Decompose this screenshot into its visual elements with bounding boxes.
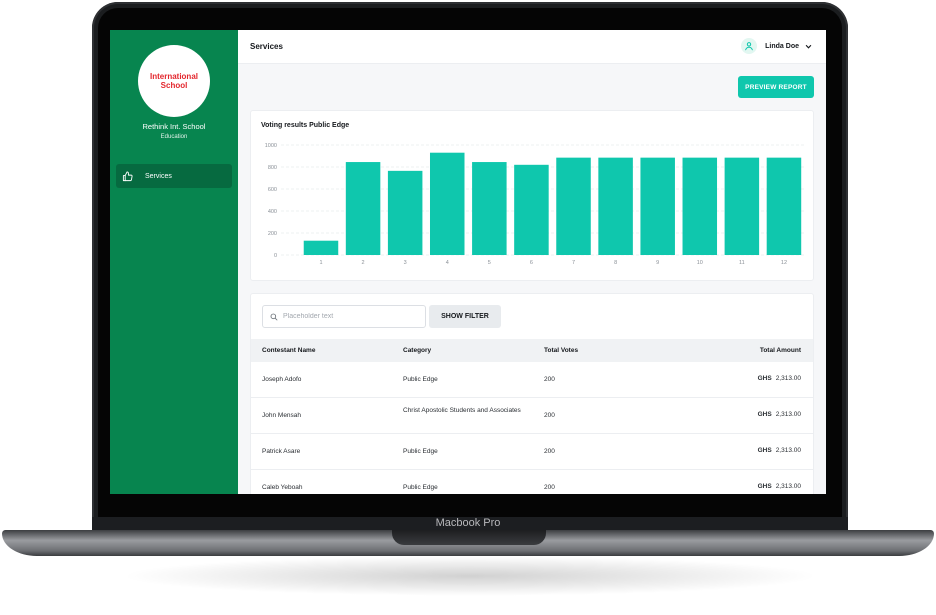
voting-results-chart-card: Voting results Public Edge 0 200 400 600 800… xyxy=(250,110,814,281)
x-tick-label: 6 xyxy=(530,260,533,266)
table-row[interactable]: Caleb Yeboah Public Edge 200 GHS 2,313.00 xyxy=(251,470,813,494)
cell-contestant-name: Joseph Adofo xyxy=(262,376,302,383)
thumbs-up-icon xyxy=(122,170,133,181)
amount-value: 2,313.00 xyxy=(775,447,801,454)
currency-code: GHS xyxy=(757,411,772,418)
laptop-brand-label: Macbook Pro xyxy=(435,517,501,529)
bar[interactable] xyxy=(682,157,718,255)
table-header: Contestant Name Category Total Votes Tot… xyxy=(251,339,813,362)
avatar xyxy=(741,38,758,54)
cell-category: Public Edge xyxy=(403,484,438,491)
cell-category: Public Edge xyxy=(403,376,438,383)
chart-title: Voting results Public Edge xyxy=(261,122,350,129)
y-tick-label: 600 xyxy=(268,187,277,193)
bar[interactable] xyxy=(766,157,802,255)
bar[interactable] xyxy=(556,157,591,255)
cell-total-votes: 200 xyxy=(544,376,555,383)
currency-code: GHS xyxy=(757,483,772,490)
amount-value: 2,313.00 xyxy=(775,375,801,382)
bar[interactable] xyxy=(514,164,549,255)
laptop-notch xyxy=(392,530,546,545)
table-row[interactable]: Patrick Asare Public Edge 200 GHS 2,313.0… xyxy=(251,434,813,470)
cell-contestant-name: Patrick Asare xyxy=(262,448,301,455)
org-name: Rethink Int. School xyxy=(142,122,206,131)
contestants-table-card: SHOW FILTER Contestant Name Category Tot… xyxy=(250,293,814,494)
column-header-category[interactable]: Category xyxy=(403,347,432,354)
bar[interactable] xyxy=(387,170,423,255)
x-tick-label: 8 xyxy=(614,260,617,266)
show-filter-button[interactable]: SHOW FILTER xyxy=(429,305,501,328)
user-icon xyxy=(745,42,753,51)
bar[interactable] xyxy=(345,162,381,255)
laptop-hinge xyxy=(92,517,848,530)
y-tick-label: 200 xyxy=(268,231,277,237)
sidebar-item-services[interactable]: Services xyxy=(116,164,232,188)
x-tick-label: 7 xyxy=(572,260,575,266)
amount-value: 2,313.00 xyxy=(775,411,801,418)
bar[interactable] xyxy=(724,157,760,255)
table-row[interactable]: John Mensah Christ Apostolic Students an… xyxy=(251,398,813,434)
column-header-contestant-name[interactable]: Contestant Name xyxy=(262,347,316,354)
y-tick-label: 400 xyxy=(268,209,277,215)
x-tick-label: 10 xyxy=(697,260,703,266)
user-name: Linda Doe xyxy=(765,42,799,50)
top-bar: Services Linda Doe xyxy=(238,30,826,64)
y-tick-label: 800 xyxy=(268,165,277,171)
bar[interactable] xyxy=(640,157,675,255)
chevron-down-icon xyxy=(805,44,812,49)
page-title: Services xyxy=(250,42,283,51)
cell-contestant-name: John Mensah xyxy=(262,412,302,419)
y-tick-label: 0 xyxy=(274,253,277,259)
bar[interactable] xyxy=(472,162,507,255)
logo-text: International School xyxy=(149,72,198,90)
table-row[interactable]: Joseph Adofo Public Edge 200 GHS 2,313.00 xyxy=(251,362,813,398)
column-header-total-votes[interactable]: Total Votes xyxy=(544,347,579,354)
user-menu[interactable]: Linda Doe xyxy=(741,38,812,54)
search-input[interactable] xyxy=(283,313,423,320)
cell-total-amount: GHS 2,313.00 xyxy=(758,447,801,454)
school-logo: International School xyxy=(138,45,210,117)
cell-category: Public Edge xyxy=(403,448,438,455)
x-tick-label: 4 xyxy=(446,260,449,266)
cell-total-votes: 200 xyxy=(544,484,555,491)
bar[interactable] xyxy=(303,240,339,255)
search-box xyxy=(262,305,426,328)
laptop-shadow xyxy=(120,556,820,596)
bar[interactable] xyxy=(598,157,633,255)
cell-contestant-name: Caleb Yeboah xyxy=(262,484,303,491)
x-tick-label: 9 xyxy=(656,260,659,266)
currency-code: GHS xyxy=(757,375,772,382)
bar[interactable] xyxy=(429,152,465,255)
column-header-total-amount[interactable]: Total Amount xyxy=(759,347,801,354)
x-tick-label: 5 xyxy=(488,260,491,266)
org-type: Education xyxy=(160,134,188,140)
cell-total-amount: GHS 2,313.00 xyxy=(758,375,801,382)
x-tick-label: 11 xyxy=(739,260,745,266)
cell-total-votes: 200 xyxy=(544,412,555,419)
search-icon xyxy=(270,313,278,320)
app-screen: International School Rethink Int. School… xyxy=(110,30,826,494)
x-tick-label: 1 xyxy=(319,260,322,266)
y-tick-label: 1000 xyxy=(265,143,277,149)
cell-category: Christ Apostolic Students and Associates xyxy=(403,407,521,414)
currency-code: GHS xyxy=(757,447,772,454)
cell-total-amount: GHS 2,313.00 xyxy=(758,411,801,418)
sidebar: International School Rethink Int. School… xyxy=(110,30,238,494)
x-tick-label: 2 xyxy=(362,260,365,266)
cell-total-votes: 200 xyxy=(544,448,555,455)
preview-report-button[interactable]: PREVIEW REPORT xyxy=(738,76,814,98)
amount-value: 2,313.00 xyxy=(775,483,801,490)
x-tick-label: 12 xyxy=(781,260,787,266)
x-tick-label: 3 xyxy=(404,260,407,266)
cell-total-amount: GHS 2,313.00 xyxy=(758,483,801,490)
sidebar-item-label: Services xyxy=(145,172,172,180)
